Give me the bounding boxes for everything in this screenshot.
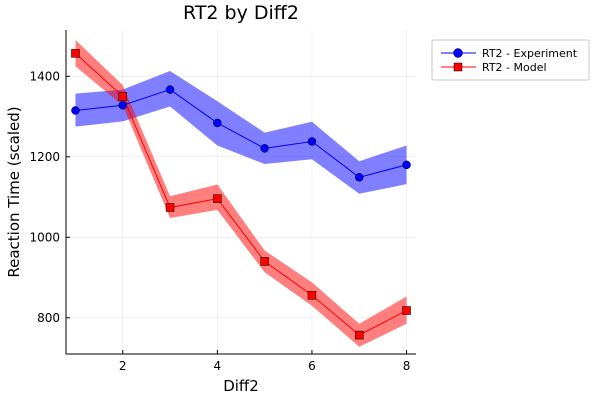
confidence-bands	[75, 40, 407, 347]
point-model	[71, 49, 80, 58]
chart-title: RT2 by Diff2	[183, 2, 299, 24]
point-experiment	[260, 144, 269, 153]
y-tick-label: 1200	[29, 150, 60, 164]
y-axis-label: Reaction Time (scaled)	[5, 106, 23, 277]
x-tick-label: 2	[119, 359, 127, 373]
point-model	[213, 194, 222, 203]
point-experiment	[354, 173, 364, 182]
legend-marker-experiment	[453, 48, 463, 58]
point-experiment	[402, 160, 411, 170]
legend: RT2 - Experiment RT2 - Model	[431, 39, 590, 81]
band-model	[75, 40, 407, 347]
legend-marker-model	[453, 62, 463, 72]
x-tick-label: 4	[214, 359, 222, 373]
point-experiment	[165, 85, 175, 94]
y-tick-label: 1000	[29, 230, 60, 244]
x-tick-label: 6	[308, 359, 316, 373]
band-experiment	[75, 71, 407, 194]
legend-label-model: RT2 - Model	[482, 61, 547, 74]
series-lines	[75, 52, 407, 336]
point-model	[354, 330, 364, 340]
point-model	[165, 203, 175, 212]
legend-box	[431, 39, 590, 81]
point-model	[402, 306, 411, 315]
series-markers	[71, 49, 411, 340]
line-model	[75, 52, 407, 336]
legend-label-experiment: RT2 - Experiment	[482, 47, 578, 60]
y-tick-label: 800	[37, 311, 60, 325]
axes	[65, 30, 416, 355]
point-experiment	[213, 118, 222, 128]
point-experiment	[307, 137, 317, 146]
x-axis-label: Diff2	[223, 377, 259, 395]
point-model	[118, 92, 128, 101]
point-experiment	[118, 101, 128, 110]
line-experiment	[75, 89, 407, 178]
ticks: 2 4 6 8 800 1000 1200 1400	[29, 69, 410, 373]
point-model	[260, 257, 269, 266]
y-tick-label: 1400	[29, 69, 60, 83]
point-experiment	[71, 106, 80, 115]
point-model	[307, 290, 317, 300]
x-tick-label: 8	[403, 359, 411, 373]
